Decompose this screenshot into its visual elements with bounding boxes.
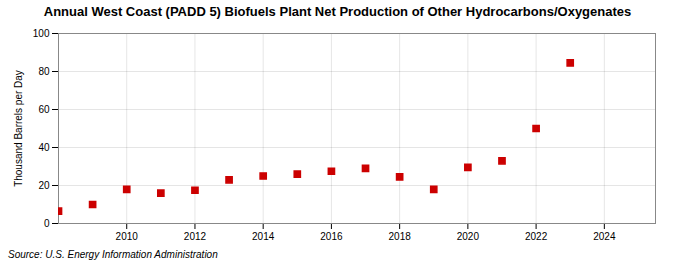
svg-text:2010: 2010 [116, 231, 139, 242]
svg-text:20: 20 [38, 180, 50, 191]
html-text:Annual West Coast (PADD 5) Bio: Annual West Coast (PADD 5) Biofuels Plan… [43, 4, 632, 19]
svg-text:2016: 2016 [320, 231, 343, 242]
svg-text:40: 40 [38, 142, 50, 153]
svg-text:2012: 2012 [184, 231, 207, 242]
svg-text:80: 80 [38, 66, 50, 77]
svg-text:100: 100 [33, 28, 50, 39]
svg-text:2022: 2022 [525, 231, 548, 242]
svg-text:0: 0 [44, 218, 50, 229]
svg-text:2024: 2024 [593, 231, 616, 242]
svg-text:2014: 2014 [252, 231, 275, 242]
svg-text:2018: 2018 [389, 231, 412, 242]
html-text:Source: U.S. Energy Informatio: Source: U.S. Energy Information Administ… [8, 249, 218, 260]
svg-text:2020: 2020 [457, 231, 480, 242]
svg-text:Thousand Barrels per Day: Thousand Barrels per Day [13, 70, 24, 187]
svg-text:60: 60 [38, 104, 50, 115]
